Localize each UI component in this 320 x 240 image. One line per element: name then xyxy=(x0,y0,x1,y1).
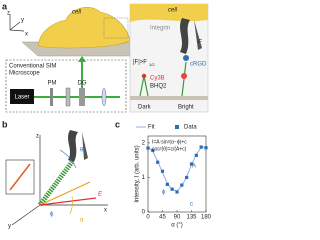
annotation: c xyxy=(190,202,193,208)
integrin xyxy=(180,18,190,54)
equation: I=A·sin²(α−ϕ)+c xyxy=(152,139,187,145)
e-label: E xyxy=(98,192,103,198)
axis-z: z xyxy=(7,11,10,17)
bright-label: Bright xyxy=(178,105,194,111)
dipole-projection xyxy=(39,181,91,206)
data-point xyxy=(160,169,165,173)
cy3b-bright xyxy=(181,73,187,79)
x-axis-label: α (°) xyxy=(171,223,183,229)
dg-label: DG xyxy=(78,81,87,87)
dna xyxy=(37,160,75,207)
y-tick-label: 1 xyxy=(142,175,146,181)
force-threshold: |F|>F xyxy=(133,60,147,66)
x-tick-label: 135 xyxy=(186,215,197,221)
microscope-label: Microscope xyxy=(9,71,40,77)
crgd-label: cRGD xyxy=(190,62,207,68)
laser-label: Laser xyxy=(14,95,29,101)
data-point xyxy=(199,145,203,149)
data-point xyxy=(175,190,179,194)
cell-membrane xyxy=(130,4,208,22)
force-label: F xyxy=(198,40,202,46)
data-point xyxy=(151,148,155,153)
x-tick-label: 45 xyxy=(159,215,166,221)
e-field xyxy=(39,197,97,206)
lens xyxy=(65,87,71,107)
axis-y: y xyxy=(8,224,11,230)
integrin xyxy=(194,20,202,50)
axis-y: y xyxy=(21,18,24,24)
integrin xyxy=(82,132,88,160)
bhq2-label: BHQ2 xyxy=(150,84,167,90)
y-axis-label: Intensity, I (arb. units) xyxy=(135,145,141,202)
axis-z: z xyxy=(36,134,39,140)
force-subscript: 1/2 xyxy=(149,62,155,67)
data-point xyxy=(165,182,169,186)
annotation: A xyxy=(192,164,196,170)
theta-arc xyxy=(59,149,77,169)
dark-label: Dark xyxy=(138,105,152,111)
legend-swatch xyxy=(175,125,179,129)
x-tick-label: 0 xyxy=(146,215,150,221)
microscope-label: Conventional SIM xyxy=(9,64,56,70)
microscope-box xyxy=(5,59,127,113)
figure: a z y x cell Conventional SIM Microscope… xyxy=(2,1,211,230)
data-point xyxy=(194,153,198,157)
data-point xyxy=(185,175,189,180)
dg xyxy=(79,88,85,106)
integrin xyxy=(68,130,78,162)
panel-label: c xyxy=(115,119,120,129)
equation: cos²(θ)=c/(A+c) xyxy=(152,146,187,152)
axis-x: x xyxy=(25,32,28,38)
x-tick-label: 90 xyxy=(174,215,181,221)
alpha-arc xyxy=(69,195,73,215)
data-point xyxy=(170,187,174,191)
data-point xyxy=(146,146,150,150)
laser xyxy=(10,89,34,104)
axis-x: x xyxy=(104,208,107,214)
panel-label: b xyxy=(2,119,8,129)
cell xyxy=(37,7,131,49)
phi-label: ϕ xyxy=(50,212,54,218)
data-point xyxy=(189,162,194,166)
dipole-box xyxy=(5,159,35,195)
dipole xyxy=(9,163,31,191)
axes-icon xyxy=(9,14,25,32)
legend-label: Data xyxy=(184,125,197,131)
legend-label: Fit xyxy=(148,125,155,131)
annotation: ϕ xyxy=(162,190,166,196)
pm xyxy=(50,88,53,106)
integrin-label: Integrin xyxy=(150,26,170,32)
fit-line xyxy=(147,146,207,192)
inset-cell: cell xyxy=(168,8,178,14)
x-tick-label: 180 xyxy=(201,215,211,221)
cy3b-label: Cy3B xyxy=(150,76,165,82)
inset xyxy=(129,3,209,113)
pm-label: PM xyxy=(48,81,57,87)
crgd xyxy=(183,55,189,61)
data-point xyxy=(180,183,184,187)
beam-arrow xyxy=(78,56,86,62)
panel-label: a xyxy=(2,1,8,11)
surface xyxy=(130,96,208,100)
y-tick-label: 0 xyxy=(142,210,146,216)
cy3b xyxy=(141,73,147,79)
cell-label: cell xyxy=(72,10,82,16)
theta-label: θ xyxy=(80,148,84,154)
lens xyxy=(101,87,107,107)
y-tick-label: 2 xyxy=(142,140,146,146)
data-point xyxy=(156,160,160,164)
alpha-label: α xyxy=(80,218,84,224)
axes-icon xyxy=(11,135,108,226)
zoom-box xyxy=(103,17,129,39)
data-point xyxy=(204,146,208,150)
